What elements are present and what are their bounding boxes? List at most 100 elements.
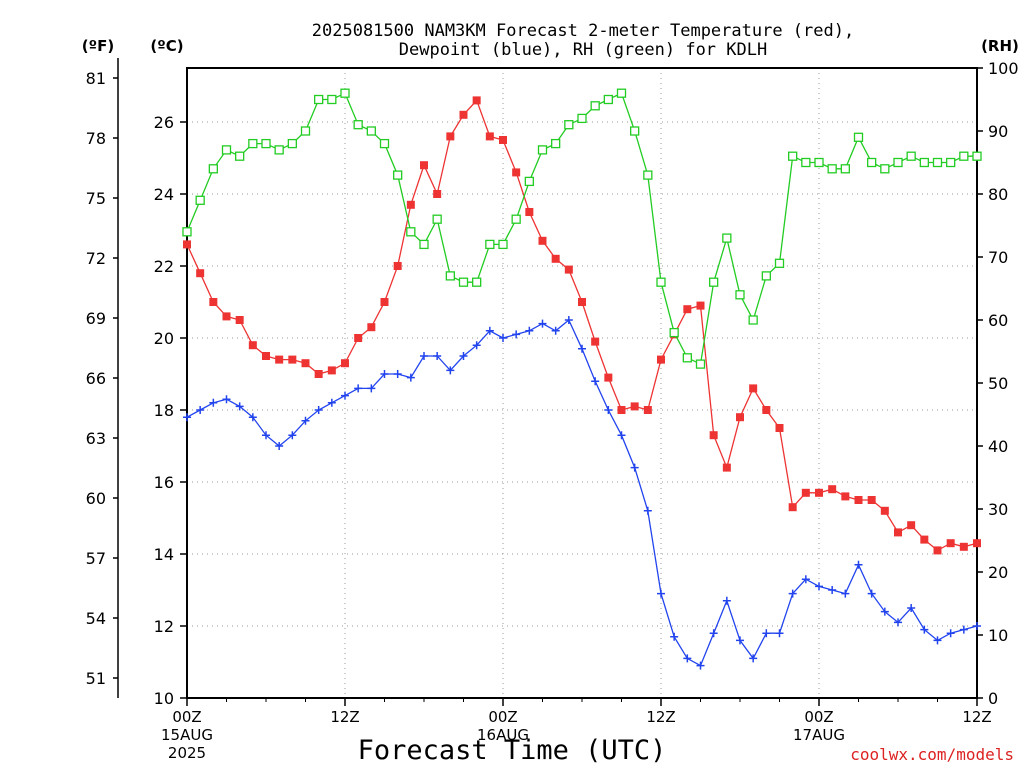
dewpoint-point (880, 607, 889, 616)
relative_humidity-point (761, 271, 771, 281)
relative_humidity-point (406, 227, 416, 237)
temperature-point (341, 359, 349, 368)
temperature-point (367, 323, 376, 332)
dewpoint-point (459, 352, 468, 360)
dewpoint-point (446, 366, 455, 375)
temperature-point (749, 384, 758, 393)
temperature-point (314, 370, 323, 378)
rh-tick-label: 100 (988, 59, 1019, 78)
x-tick-label: 12Z (962, 708, 991, 726)
temperature-point (209, 298, 218, 306)
x-tick-label: 12Z (646, 708, 675, 726)
rh-tick-label: 90 (988, 122, 1008, 141)
x-tick-label: 00Z (488, 708, 517, 726)
dewpoint-point (301, 416, 310, 425)
fahrenheit-tick-label: 60 (86, 489, 106, 508)
fahrenheit-tick-label: 57 (86, 549, 106, 568)
relative_humidity-point (551, 138, 561, 149)
relative_humidity-point (537, 145, 548, 155)
dewpoint-point (709, 629, 718, 638)
relative_humidity-point (814, 157, 824, 168)
relative_humidity-point (735, 290, 745, 300)
celsius-tick-label: 24 (154, 185, 174, 204)
temperature-point (472, 96, 481, 105)
rh-tick-label: 40 (988, 437, 1008, 456)
rh-tick-label: 30 (988, 500, 1008, 519)
temperature-point (617, 406, 626, 414)
fahrenheit-tick-label: 63 (86, 429, 106, 448)
relative_humidity-point (327, 94, 337, 105)
dewpoint-point (248, 413, 257, 422)
relative_humidity-point (603, 94, 613, 105)
dewpoint-point (762, 629, 771, 638)
rh-tick-label: 20 (988, 563, 1008, 582)
temperature-point (301, 359, 310, 368)
x-tick-label: 00Z (804, 708, 833, 726)
relative_humidity-point (919, 157, 929, 168)
temperature-point (722, 463, 731, 472)
relative_humidity-point (590, 101, 600, 111)
dewpoint-point (354, 384, 363, 393)
rh-tick-label: 0 (988, 689, 998, 708)
axes: 10 12 14 16 18 20 22 24 26 51 54 57 60 63 66 69 72 75 78 81… (86, 58, 1019, 762)
dewpoint-point (828, 586, 837, 594)
temperature-point (907, 521, 916, 530)
celsius-tick-label: 22 (154, 257, 174, 276)
relative_humidity-point (577, 113, 587, 124)
fahrenheit-tick-label: 66 (86, 369, 106, 388)
temperature-point (499, 136, 507, 144)
celsius-tick-label: 10 (154, 689, 174, 708)
relative_humidity-point (893, 157, 903, 168)
relative_humidity-point (616, 88, 627, 98)
relative_humidity-point (840, 164, 850, 174)
x-axis-title: Forecast Time (UTC) (358, 735, 667, 766)
relative_humidity-point (564, 120, 574, 130)
dewpoint-point (696, 661, 705, 670)
relative_humidity-point (827, 164, 837, 174)
dewpoint-point (235, 402, 244, 411)
dewpoint-point (617, 431, 626, 440)
temperature-point (459, 110, 468, 119)
relative_humidity-point (393, 170, 403, 180)
dewpoint-point (854, 560, 863, 569)
dewpoint-point (196, 406, 205, 414)
dewpoint-point (222, 395, 231, 404)
relative_humidity-point (788, 151, 798, 161)
dewpoint-point (670, 632, 679, 641)
dewpoint-point (341, 391, 349, 400)
celsius-unit-label: (ºC) (150, 37, 183, 55)
temperature-point (262, 352, 270, 360)
temperature-point (630, 402, 639, 411)
dewpoint-point (920, 625, 929, 634)
dewpoint-point (485, 326, 494, 335)
dewpoint-point (841, 589, 850, 598)
temperature-point (433, 190, 442, 198)
temperature-point (591, 337, 600, 346)
dewpoint-point (183, 413, 191, 422)
dewpoint-point (907, 604, 916, 612)
temperature-point (327, 366, 336, 375)
dewpoint-point (788, 589, 797, 598)
temperature-point (973, 539, 981, 548)
temperature-point (867, 496, 876, 504)
relative_humidity-point (906, 151, 916, 161)
dewpoint-point (327, 398, 336, 407)
fahrenheit-tick-label: 72 (86, 249, 106, 268)
celsius-tick-label: 14 (154, 545, 174, 564)
dewpoint-point (973, 622, 981, 630)
dewpoint-point (867, 589, 876, 598)
dewpoint-point (894, 618, 902, 627)
relative_humidity-point (682, 353, 692, 363)
dewpoint-point (933, 636, 942, 645)
dewpoint-line (186, 318, 978, 667)
temperature-point (762, 406, 771, 414)
dewpoint-point (657, 589, 665, 598)
x-tick-year: 2025 (168, 744, 206, 762)
fahrenheit-tick-label: 54 (86, 609, 106, 628)
relative_humidity-point (340, 88, 350, 98)
dewpoint-point (630, 463, 639, 472)
credit-text: coolwx.com/models (850, 745, 1014, 764)
dewpoint-point (683, 654, 692, 663)
relative_humidity-point (524, 176, 534, 187)
relative_humidity-point (300, 126, 311, 136)
